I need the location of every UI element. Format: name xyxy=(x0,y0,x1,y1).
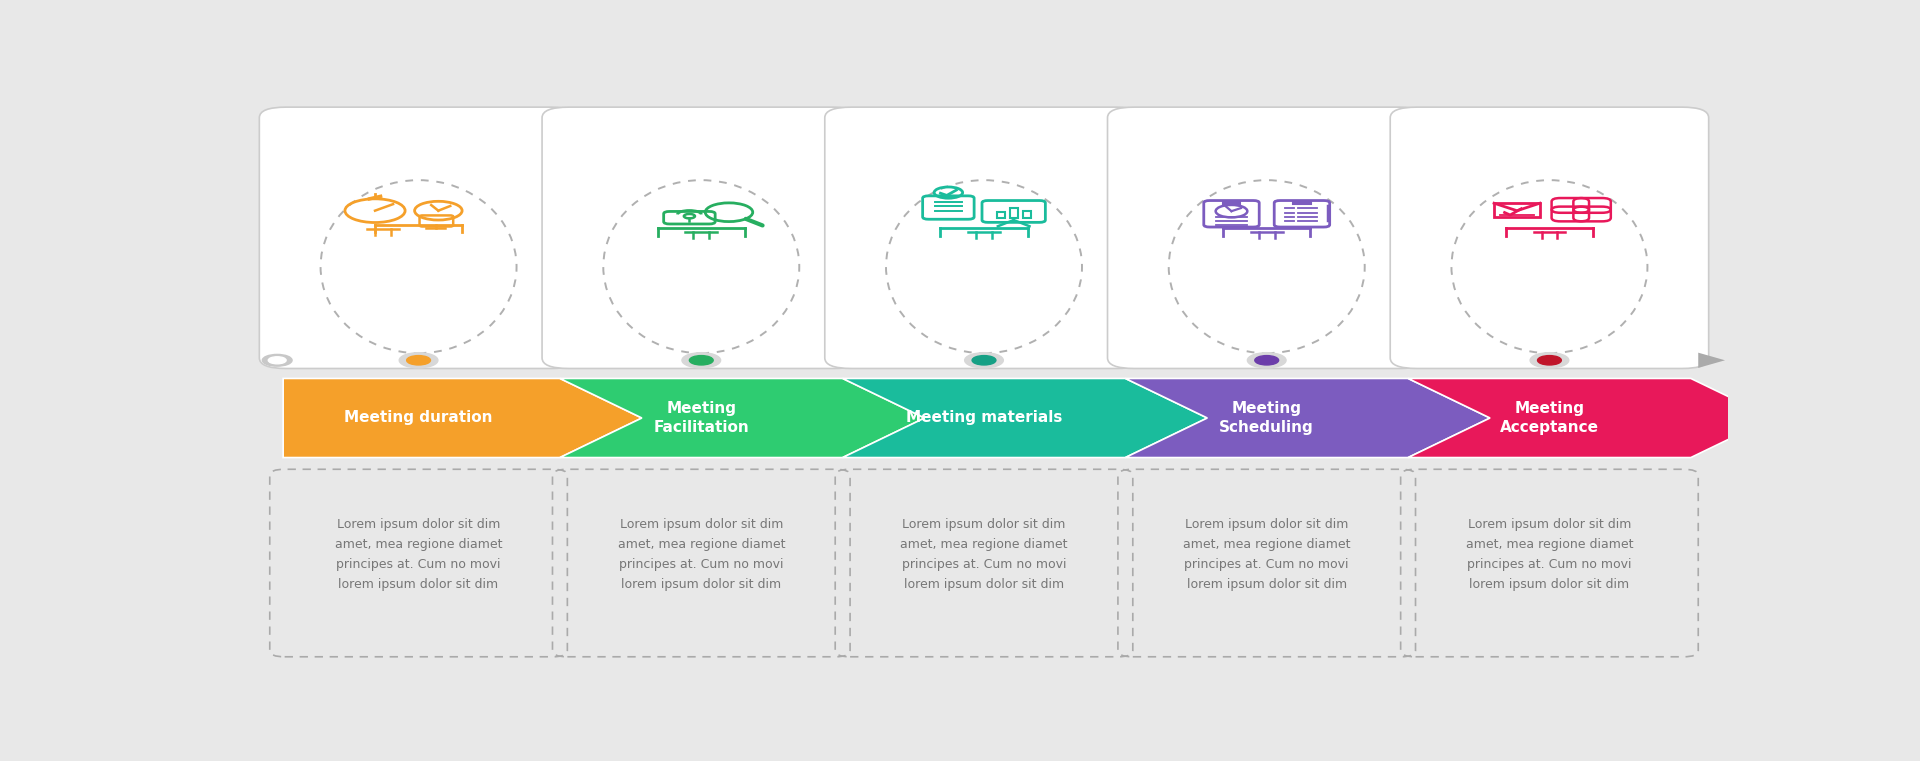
Polygon shape xyxy=(1697,352,1724,368)
Circle shape xyxy=(269,357,286,364)
Text: Meeting materials: Meeting materials xyxy=(906,410,1062,425)
Circle shape xyxy=(407,355,430,365)
Text: Lorem ipsum dolor sit dim
amet, mea regione diamet
principes at. Cum no movi
lor: Lorem ipsum dolor sit dim amet, mea regi… xyxy=(1183,517,1350,591)
Polygon shape xyxy=(1125,378,1490,457)
Bar xyxy=(1294,202,1311,204)
Bar xyxy=(998,212,1006,218)
Bar xyxy=(1010,208,1018,218)
Circle shape xyxy=(964,352,1004,368)
FancyBboxPatch shape xyxy=(541,107,860,368)
Polygon shape xyxy=(843,378,1208,457)
Text: Meeting
Facilitation: Meeting Facilitation xyxy=(653,401,749,435)
Polygon shape xyxy=(1407,378,1772,457)
FancyBboxPatch shape xyxy=(259,107,578,368)
Circle shape xyxy=(689,355,712,365)
Circle shape xyxy=(1530,352,1569,368)
Circle shape xyxy=(1538,355,1561,365)
Polygon shape xyxy=(282,378,641,457)
Text: Lorem ipsum dolor sit dim
amet, mea regione diamet
principes at. Cum no movi
lor: Lorem ipsum dolor sit dim amet, mea regi… xyxy=(1465,517,1634,591)
Text: Meeting
Acceptance: Meeting Acceptance xyxy=(1500,401,1599,435)
FancyBboxPatch shape xyxy=(1108,107,1427,368)
Polygon shape xyxy=(561,378,925,457)
Circle shape xyxy=(399,352,438,368)
Bar xyxy=(1223,202,1240,204)
FancyBboxPatch shape xyxy=(1390,107,1709,368)
Text: Lorem ipsum dolor sit dim
amet, mea regione diamet
principes at. Cum no movi
lor: Lorem ipsum dolor sit dim amet, mea regi… xyxy=(618,517,785,591)
Circle shape xyxy=(1256,355,1279,365)
Text: Meeting duration: Meeting duration xyxy=(344,410,493,425)
Text: Meeting
Scheduling: Meeting Scheduling xyxy=(1219,401,1313,435)
Circle shape xyxy=(263,355,292,366)
FancyBboxPatch shape xyxy=(826,107,1142,368)
Text: Lorem ipsum dolor sit dim
amet, mea regione diamet
principes at. Cum no movi
lor: Lorem ipsum dolor sit dim amet, mea regi… xyxy=(334,517,503,591)
Text: Lorem ipsum dolor sit dim
amet, mea regione diamet
principes at. Cum no movi
lor: Lorem ipsum dolor sit dim amet, mea regi… xyxy=(900,517,1068,591)
Circle shape xyxy=(682,352,720,368)
Bar xyxy=(1023,211,1031,218)
Circle shape xyxy=(1248,352,1286,368)
Circle shape xyxy=(972,355,996,365)
